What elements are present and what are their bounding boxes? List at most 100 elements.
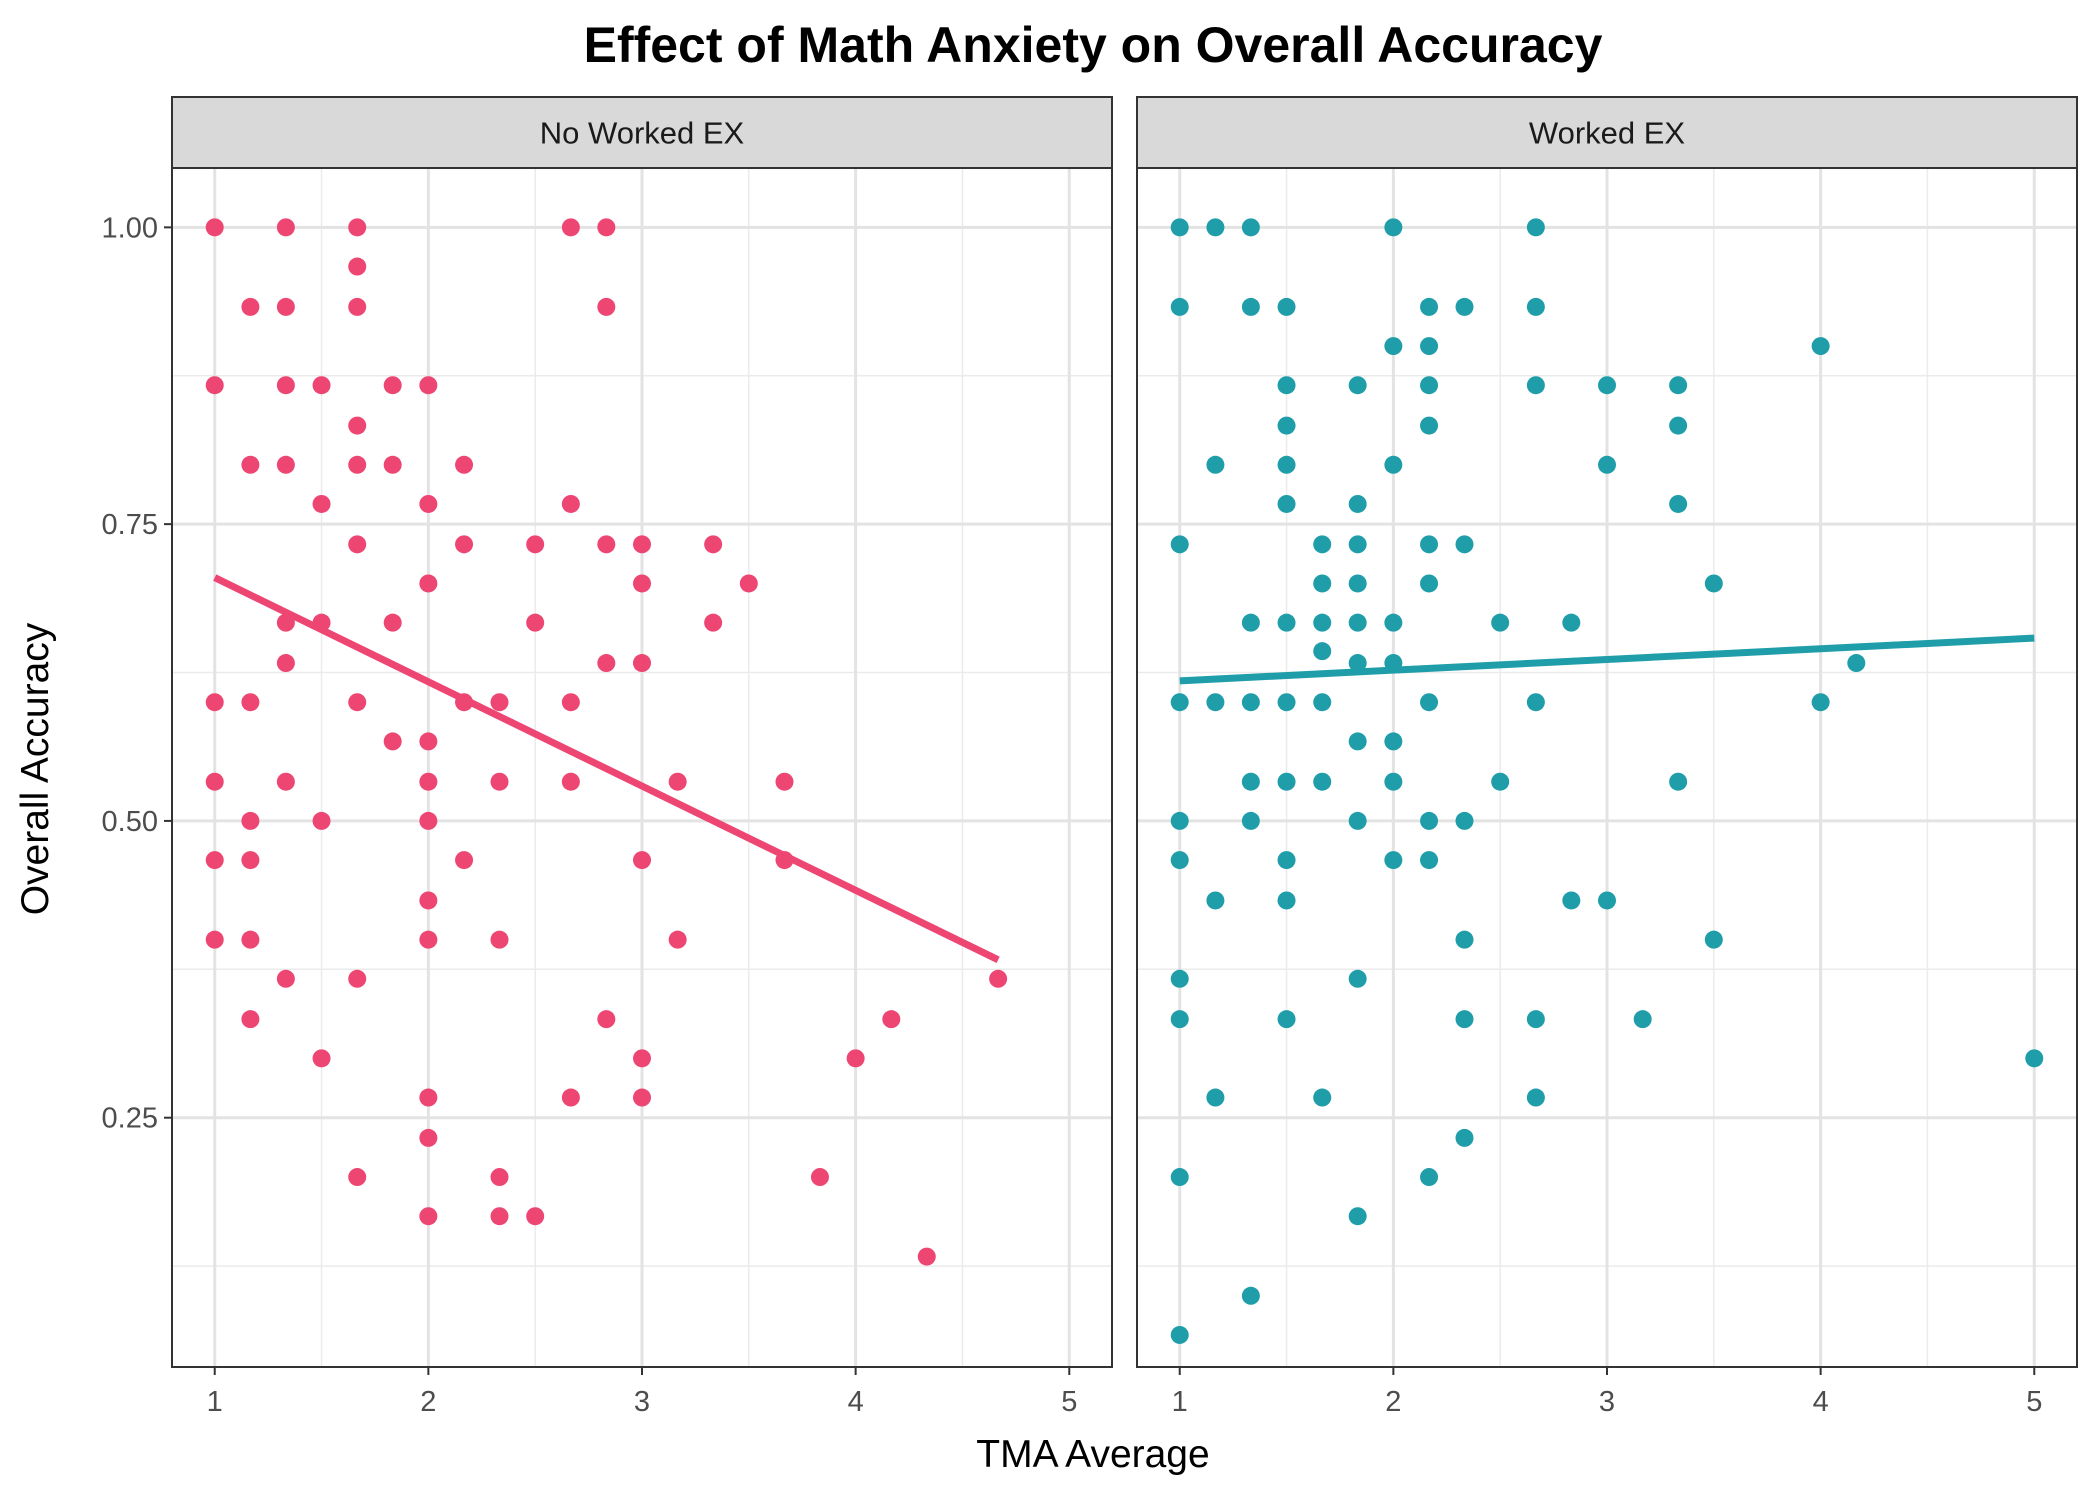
x-tick-label: 3	[1599, 1386, 1615, 1418]
data-point	[1241, 1286, 1260, 1305]
data-point	[1170, 535, 1189, 554]
data-point	[597, 535, 616, 554]
data-point	[775, 772, 794, 791]
data-point	[1277, 693, 1296, 712]
data-point	[668, 772, 687, 791]
data-point	[1277, 772, 1296, 791]
data-point	[1241, 297, 1260, 316]
data-point	[1206, 891, 1225, 910]
data-point	[561, 772, 580, 791]
data-point	[1384, 772, 1403, 791]
data-point	[1348, 969, 1367, 988]
x-tick-label: 4	[848, 1386, 864, 1418]
data-point	[1669, 416, 1688, 435]
data-point	[1704, 930, 1723, 949]
data-point	[1348, 376, 1367, 395]
data-point	[1562, 613, 1581, 632]
facet-strip	[171, 96, 1113, 169]
data-point	[419, 494, 438, 513]
data-point	[1277, 416, 1296, 435]
data-point	[1598, 376, 1616, 395]
data-point	[1206, 455, 1225, 474]
data-point	[419, 574, 438, 593]
data-point	[1455, 811, 1474, 830]
data-point	[276, 772, 295, 791]
data-point	[348, 218, 367, 237]
data-point	[1669, 494, 1688, 513]
data-point	[1526, 376, 1545, 395]
data-point	[1313, 1088, 1332, 1107]
data-point	[490, 1168, 509, 1187]
data-point	[276, 969, 295, 988]
data-point	[1704, 574, 1723, 593]
data-point	[1348, 811, 1367, 830]
data-point	[989, 969, 1008, 988]
data-point	[561, 494, 580, 513]
data-point	[561, 693, 580, 712]
data-point	[419, 891, 438, 910]
data-point	[312, 811, 331, 830]
data-point	[1633, 1010, 1652, 1029]
facet-strip	[1136, 96, 2078, 169]
data-point	[1491, 772, 1510, 791]
data-point	[1420, 811, 1439, 830]
data-point	[597, 654, 616, 673]
data-point	[1420, 535, 1439, 554]
data-point	[383, 732, 402, 751]
data-point	[1384, 732, 1403, 751]
data-point	[1206, 693, 1225, 712]
data-point	[882, 1010, 901, 1029]
data-point	[1313, 642, 1332, 661]
data-point	[1277, 297, 1296, 316]
data-point	[205, 693, 224, 712]
data-point	[1170, 1325, 1189, 1344]
data-point	[1241, 772, 1260, 791]
y-tick-label: 0.50	[102, 806, 158, 838]
data-point	[1420, 693, 1439, 712]
data-point	[383, 613, 402, 632]
y-axis: 0.25 0.50 0.75 1.00	[102, 212, 172, 1135]
data-point	[1526, 693, 1545, 712]
data-point	[1313, 574, 1332, 593]
data-point	[597, 297, 616, 316]
data-point	[1170, 297, 1189, 316]
x-tick-label: 1	[207, 1386, 223, 1418]
data-point	[1384, 851, 1403, 870]
data-point	[383, 455, 402, 474]
data-point	[1277, 494, 1296, 513]
data-point	[1811, 693, 1830, 712]
data-point	[419, 1088, 438, 1107]
data-point	[1669, 376, 1688, 395]
data-point	[1348, 574, 1367, 593]
data-point	[1170, 851, 1189, 870]
data-point	[348, 535, 367, 554]
data-point	[348, 969, 367, 988]
facet-strip-label: No Worked EX	[540, 116, 745, 151]
data-point	[1455, 297, 1474, 316]
facet-panel: Worked EX 1 2 3 4 5	[1136, 96, 2078, 1418]
data-point	[1420, 376, 1439, 395]
data-point	[1170, 218, 1189, 237]
data-point	[1384, 218, 1403, 237]
x-tick-label: 5	[2026, 1386, 2042, 1418]
data-point	[1241, 693, 1260, 712]
data-point	[490, 930, 509, 949]
data-point	[276, 376, 295, 395]
trend-line	[1179, 634, 2035, 685]
data-point	[455, 455, 474, 474]
data-point	[1170, 969, 1189, 988]
data-point	[348, 257, 367, 276]
data-point	[312, 376, 331, 395]
data-point	[419, 811, 438, 830]
data-point	[455, 535, 474, 554]
data-point	[1455, 535, 1474, 554]
facet-panel: No Worked EX 1 2 3 4 5	[171, 96, 1113, 1418]
data-point	[1420, 851, 1439, 870]
data-point	[1241, 218, 1260, 237]
data-point	[1206, 218, 1225, 237]
data-point	[1420, 337, 1439, 356]
x-axis-title: TMA Average	[976, 1433, 1209, 1476]
data-point	[490, 772, 509, 791]
trend-line	[213, 574, 1000, 963]
data-point	[526, 535, 545, 554]
